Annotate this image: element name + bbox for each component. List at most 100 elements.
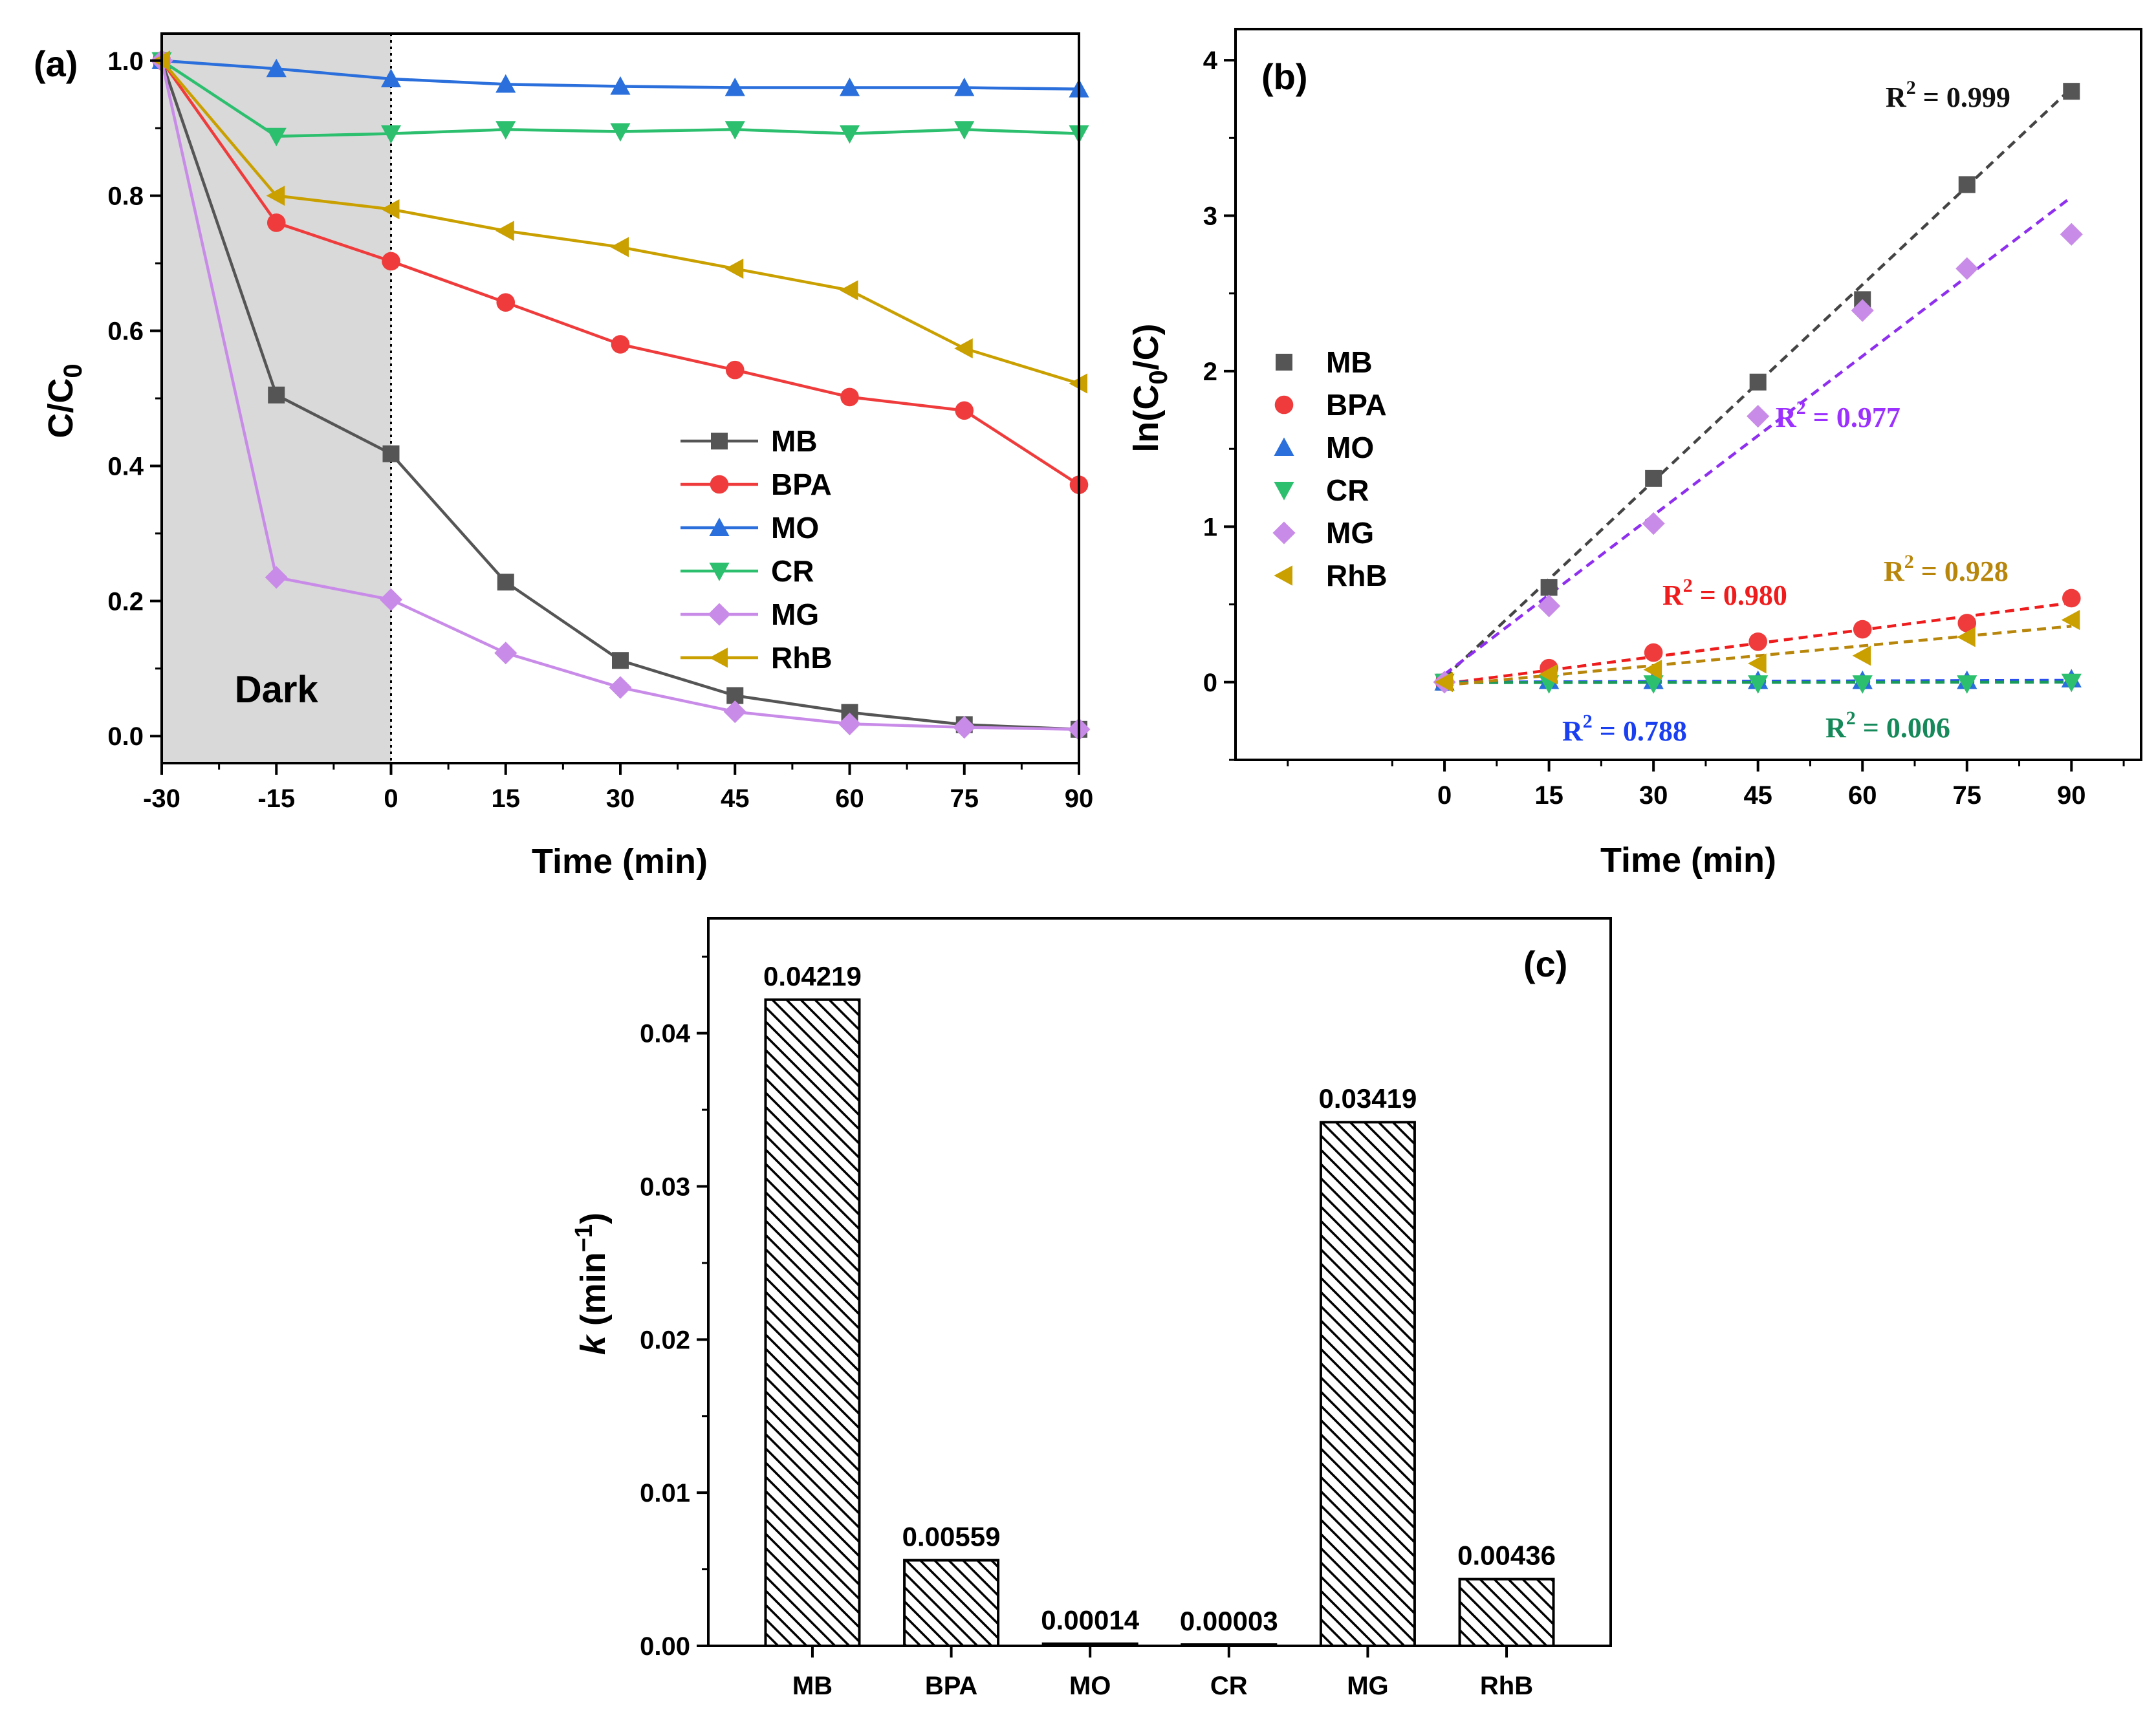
y-tick-label: 0.2 bbox=[107, 587, 144, 616]
data-point-MG bbox=[723, 700, 746, 724]
x-tick-label: 15 bbox=[1534, 781, 1563, 810]
x-tick-label: 75 bbox=[950, 784, 979, 813]
data-point-MB bbox=[382, 445, 400, 462]
y-tick-label: 0.8 bbox=[107, 182, 144, 211]
chart-panel-b: 0 15 30 45 60 75 90 0 1 2 3 4 (b) Time (min) ln(C0/… bbox=[1127, 28, 2142, 880]
data-point-MO bbox=[839, 77, 860, 96]
data-point-MO bbox=[266, 58, 287, 78]
series-group-a bbox=[150, 49, 1091, 741]
bar-value-label-RhB: 0.00436 bbox=[1457, 1540, 1556, 1571]
legend-marker-RhB bbox=[709, 647, 728, 668]
chart-panel-c: 0.04219 0.00559 0.00014 0.00003 0.03419 0.004… bbox=[571, 917, 1612, 1700]
data-point-MG bbox=[609, 676, 632, 699]
r2-symbol: R bbox=[1562, 715, 1584, 747]
r2-annotation-CR: R2 = 0.006 bbox=[1825, 707, 1950, 744]
legend-label-MB: MB bbox=[1326, 345, 1373, 379]
x-tick-label: -15 bbox=[257, 784, 295, 813]
data-point-BPA bbox=[382, 252, 400, 271]
y-tick-label: 1.0 bbox=[107, 47, 144, 76]
y-axis-label-a: C/C0 bbox=[41, 363, 87, 438]
data-point-MB bbox=[2063, 83, 2080, 100]
x-tick-label: 75 bbox=[1953, 781, 1982, 810]
r2-superscript: 2 bbox=[1683, 575, 1693, 596]
x-tick-label: 30 bbox=[1639, 781, 1668, 810]
y-tick-label: 0.02 bbox=[640, 1326, 690, 1354]
bars-c: 0.04219 0.00559 0.00014 0.00003 0.03419 0.004… bbox=[763, 961, 1556, 1648]
data-point-MB bbox=[268, 386, 285, 404]
data-point-RhB bbox=[954, 338, 973, 359]
data-point-BPA bbox=[725, 360, 745, 380]
data-point-RhB bbox=[1957, 627, 1976, 647]
data-point-CR bbox=[724, 121, 745, 140]
r2-value: = 0.980 bbox=[1693, 579, 1787, 611]
legend-label-RhB: RhB bbox=[1326, 559, 1388, 592]
x-axis-label-b: Time (min) bbox=[1600, 841, 1776, 880]
y-tick-label: 0.01 bbox=[640, 1479, 690, 1507]
data-point-RhB bbox=[1852, 645, 1871, 666]
y-tick-label: 0.03 bbox=[640, 1172, 690, 1201]
data-point-RhB bbox=[380, 199, 400, 220]
ticks-a: -30 -15 0 15 30 45 60 75 90 0.0 0.2 0.4 0.6 0.8 1.0 bbox=[107, 47, 1093, 813]
data-point-CR bbox=[839, 125, 860, 144]
legend-label-BPA: BPA bbox=[771, 468, 832, 501]
y-tick-label: 0.00 bbox=[640, 1632, 690, 1661]
x-tick-label: MG bbox=[1347, 1672, 1388, 1700]
data-point-BPA bbox=[267, 213, 286, 232]
r2-annotation-MO: R2 = 0.788 bbox=[1562, 711, 1687, 747]
data-point-BPA bbox=[840, 387, 859, 407]
data-point-CR bbox=[954, 121, 975, 140]
data-point-MG bbox=[265, 566, 288, 589]
dark-region-label: Dark bbox=[235, 669, 319, 711]
legend-marker-MO bbox=[709, 517, 730, 536]
x-tick-label: RhB bbox=[1480, 1672, 1533, 1700]
y-tick-label: 4 bbox=[1203, 47, 1218, 75]
data-point-RhB bbox=[724, 258, 744, 279]
r2-value: = 0.006 bbox=[1856, 712, 1950, 744]
y-tick-label: 0 bbox=[1203, 669, 1217, 697]
x-tick-label: 45 bbox=[1743, 781, 1772, 810]
r2-value: = 0.977 bbox=[1806, 402, 1900, 433]
x-tick-label: -30 bbox=[143, 784, 180, 813]
r2-symbol: R bbox=[1776, 402, 1797, 433]
bar-RhB bbox=[1458, 1577, 1555, 1647]
data-point-RhB bbox=[2061, 610, 2080, 631]
x-tick-label: BPA bbox=[925, 1672, 977, 1700]
data-point-CR bbox=[610, 123, 631, 142]
y-tick-label: 2 bbox=[1203, 358, 1217, 386]
legend-marker-RhB bbox=[1274, 565, 1292, 586]
data-point-MG bbox=[2060, 222, 2083, 246]
x-tick-label: 90 bbox=[2057, 781, 2086, 810]
data-point-MO bbox=[610, 76, 631, 95]
data-point-MG bbox=[1747, 405, 1770, 428]
legend-label-MG: MG bbox=[771, 598, 819, 631]
legend-label-CR: CR bbox=[771, 554, 814, 588]
legend-marker-MB bbox=[1276, 354, 1292, 371]
data-point-BPA bbox=[1957, 614, 1977, 632]
data-point-CR bbox=[2061, 673, 2082, 693]
legend-marker-MG bbox=[708, 603, 731, 626]
legend-label-MO: MO bbox=[771, 511, 819, 545]
series-group-b bbox=[1433, 83, 2083, 694]
data-point-RhB bbox=[1748, 653, 1767, 674]
r2-annotation-MG: R2 = 0.977 bbox=[1776, 397, 1900, 433]
r2-symbol: R bbox=[1884, 556, 1905, 587]
r2-annotation-RhB: R2 = 0.928 bbox=[1884, 551, 2009, 587]
data-point-RhB bbox=[839, 280, 858, 301]
data-point-MG bbox=[1538, 594, 1561, 618]
legend-label-MG: MG bbox=[1326, 516, 1374, 550]
legend-a: MB BPA MO CR MG RhB bbox=[681, 424, 833, 675]
bar-value-label-MB: 0.04219 bbox=[763, 961, 862, 991]
panel-label-a: (a) bbox=[34, 43, 78, 84]
ticks-b: 0 15 30 45 60 75 90 0 1 2 3 4 bbox=[1203, 47, 2125, 810]
data-point-RhB bbox=[495, 221, 514, 241]
x-tick-label: 0 bbox=[1437, 781, 1452, 810]
plot-frame-b bbox=[1234, 28, 2142, 761]
x-tick-label: 0 bbox=[384, 784, 398, 813]
legend-label-BPA: BPA bbox=[1326, 388, 1387, 422]
data-point-BPA bbox=[955, 401, 974, 420]
data-point-MO bbox=[495, 74, 516, 93]
data-point-MG bbox=[1642, 512, 1665, 535]
r2-superscript: 2 bbox=[1904, 551, 1914, 572]
y-tick-label: 1 bbox=[1203, 513, 1217, 541]
r2-superscript: 2 bbox=[1906, 77, 1916, 98]
